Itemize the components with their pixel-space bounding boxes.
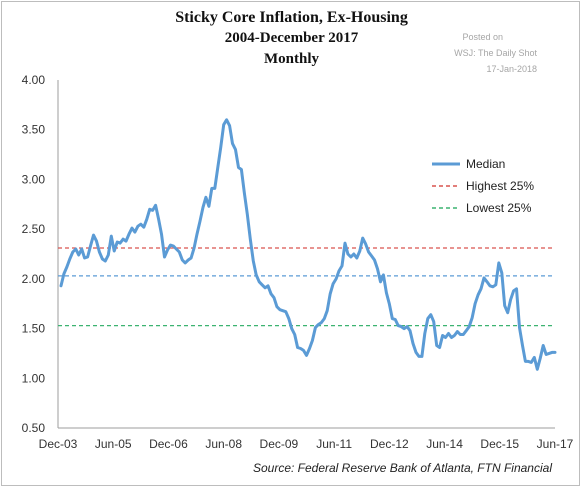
reference-lines bbox=[58, 247, 555, 327]
series-group bbox=[59, 118, 557, 371]
x-tick-label: Jun-14 bbox=[426, 437, 463, 451]
y-tick-label: 1.50 bbox=[22, 322, 46, 336]
posted-label: Posted on bbox=[462, 32, 503, 42]
y-tick-label: 3.00 bbox=[22, 172, 46, 186]
x-tick-label: Jun-11 bbox=[316, 437, 352, 451]
y-tick-label: 3.50 bbox=[22, 123, 46, 137]
chart-subtitle-range: 2004-December 2017 bbox=[224, 30, 359, 46]
legend-label: Median bbox=[466, 157, 505, 171]
posted-publisher: WSJ: The Daily Shot bbox=[454, 48, 537, 58]
x-tick-label: Jun-08 bbox=[205, 437, 242, 451]
chart-axes bbox=[57, 80, 555, 429]
chart-legend: Median Highest 25% Lowest 25% bbox=[432, 157, 534, 215]
series-line-median bbox=[59, 118, 557, 371]
y-tick-label: 1.00 bbox=[22, 371, 46, 385]
posted-date: 17-Jan-2018 bbox=[486, 64, 537, 74]
x-tick-label: Dec-06 bbox=[149, 437, 188, 451]
source-note: Source: Federal Reserve Bank of Atlanta,… bbox=[252, 461, 552, 475]
y-tick-label: 2.50 bbox=[22, 222, 46, 236]
x-tick-label: Jun-17 bbox=[537, 437, 574, 451]
y-tick-label: 4.00 bbox=[22, 73, 46, 87]
x-tick-label: Jun-05 bbox=[95, 437, 132, 451]
tick-labels: 0.50 1.00 1.50 2.00 2.50 3.00 3.50 4.00 Dec-03 Ju… bbox=[22, 73, 574, 451]
x-tick-label: Dec-03 bbox=[39, 437, 78, 451]
legend-label: Highest 25% bbox=[466, 179, 534, 193]
x-tick-label: Dec-15 bbox=[480, 437, 519, 451]
y-tick-label: 0.50 bbox=[22, 421, 46, 435]
chart-subtitle-frequency: Monthly bbox=[263, 51, 319, 67]
y-tick-label: 2.00 bbox=[22, 272, 46, 286]
x-tick-label: Dec-09 bbox=[260, 437, 299, 451]
x-tick-label: Dec-12 bbox=[370, 437, 409, 451]
chart-title: Sticky Core Inflation, Ex-Housing bbox=[175, 9, 408, 26]
legend-label: Lowest 25% bbox=[466, 201, 532, 215]
